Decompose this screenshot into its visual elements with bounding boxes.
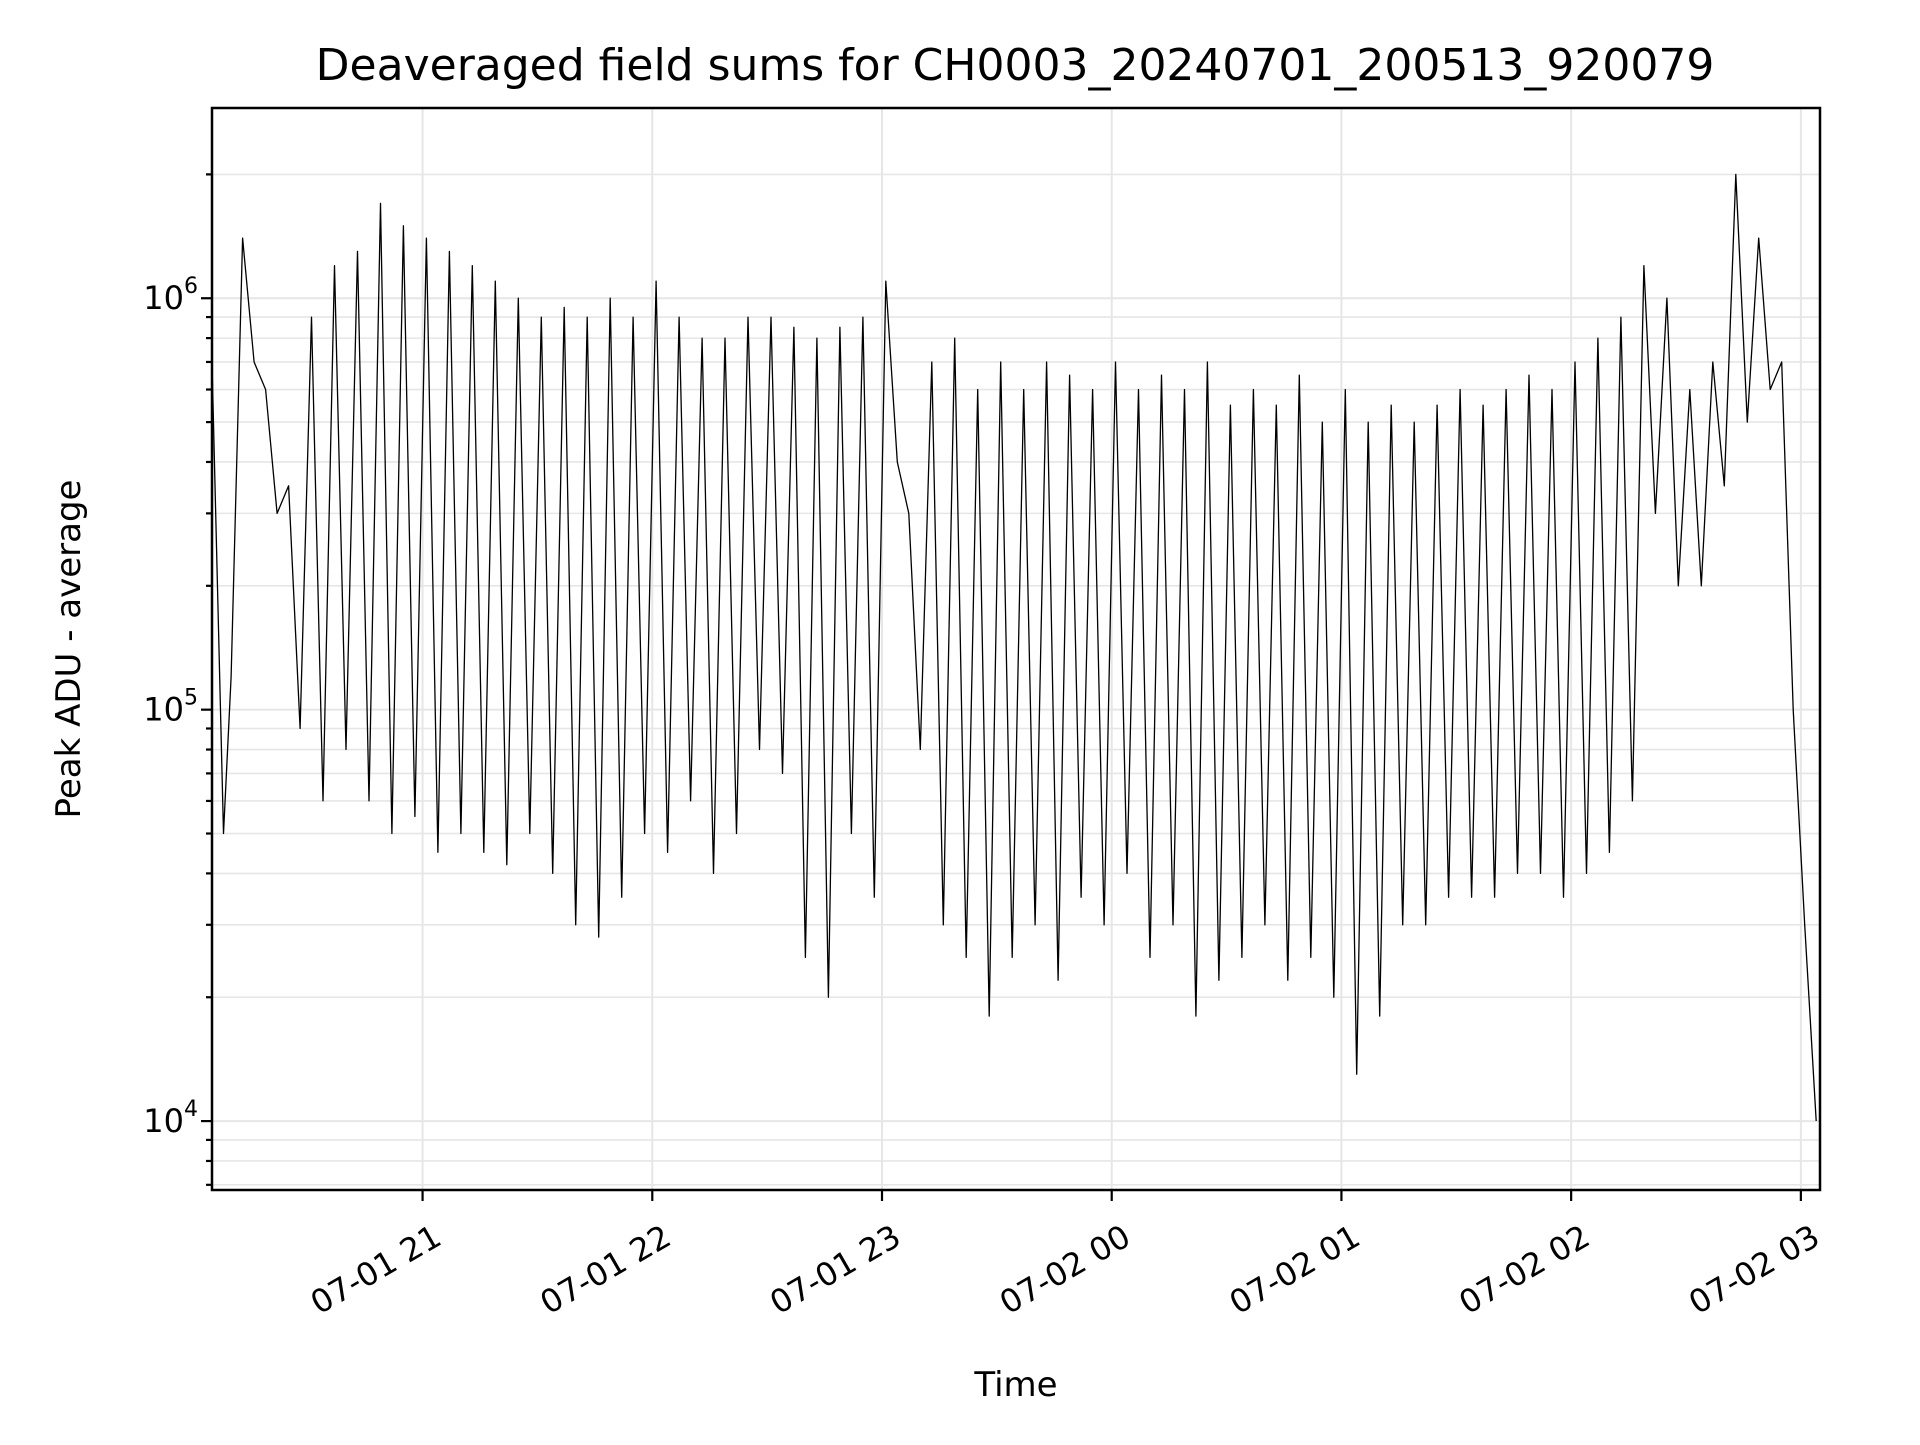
series-layer bbox=[211, 173, 1817, 1122]
chart-title: Deaveraged field sums for CH0003_2024070… bbox=[316, 40, 1715, 91]
y-axis-label: Peak ADU - average bbox=[49, 480, 89, 819]
y-axis: 104 105 106 bbox=[143, 173, 212, 1186]
x-axis-label: Time bbox=[973, 1365, 1057, 1405]
y-tick-label: 104 bbox=[143, 1097, 198, 1140]
series-line bbox=[211, 173, 1817, 1122]
plot-frame bbox=[210, 106, 1822, 1192]
y-tick-label: 106 bbox=[143, 274, 198, 317]
y-tick-label: 105 bbox=[143, 686, 198, 729]
